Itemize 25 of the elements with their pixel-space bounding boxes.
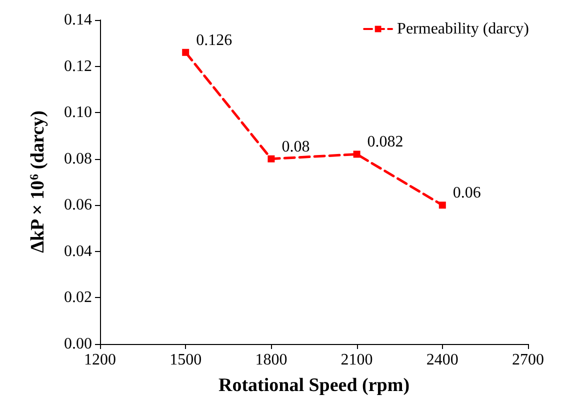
- point: [268, 155, 275, 162]
- y-tick-label: 0.08: [64, 150, 92, 168]
- data-label: 0.06: [452, 184, 481, 202]
- point: [182, 48, 190, 56]
- y-axis-title: ΔkP × 106 (darcy): [27, 110, 48, 253]
- x-tick-label: 1500: [170, 352, 202, 368]
- x-tick-label: 2400: [426, 352, 458, 368]
- x-tick-label: 2100: [340, 352, 373, 368]
- y-tick-label: 0.00: [64, 336, 92, 352]
- legend-label: Permeability (darcy): [397, 20, 530, 38]
- point: [353, 150, 360, 158]
- x-tick-label: 2700: [512, 352, 544, 368]
- point: [438, 202, 446, 209]
- y-tick-label: 0.06: [64, 196, 92, 214]
- y-tick-label: 0.14: [64, 12, 92, 28]
- x-tick-label: 1200: [84, 352, 116, 368]
- y-tick-label: 0.04: [64, 242, 92, 260]
- data-label: 0.082: [367, 134, 404, 151]
- data-label: 0.08: [282, 138, 310, 156]
- x-tick-label: 1800: [255, 352, 288, 368]
- data-label: 0.126: [196, 32, 232, 49]
- y-tick-label: 0.10: [64, 104, 92, 122]
- y-tick-label: 0.12: [64, 58, 92, 75]
- x-axis-title: Rotational Speed (rpm): [218, 375, 410, 396]
- y-tick-label: 0.02: [64, 289, 92, 306]
